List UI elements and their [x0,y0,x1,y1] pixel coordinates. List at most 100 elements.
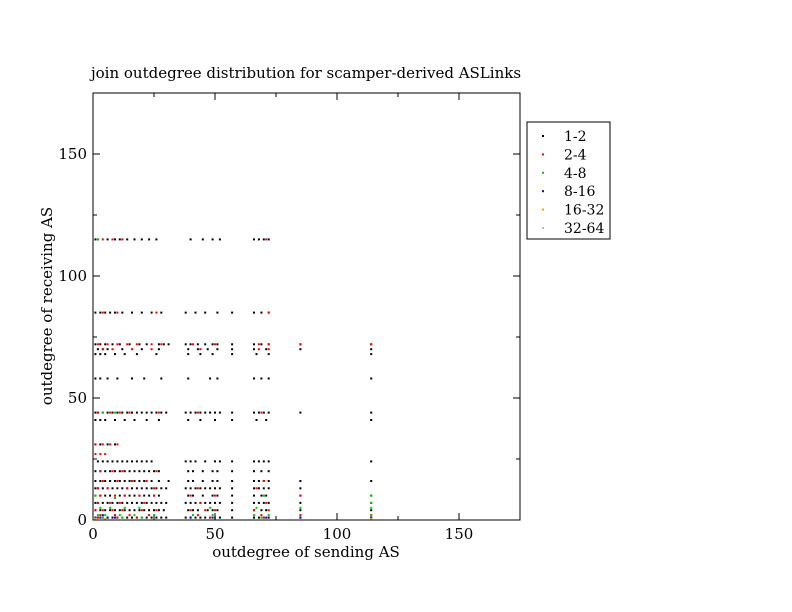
data-point [167,343,170,346]
data-point [150,480,153,482]
data-point [155,353,158,356]
data-point [118,514,121,517]
data-point [187,470,190,473]
data-point [370,494,373,497]
data-point [255,353,258,356]
data-point [211,514,214,517]
data-point [106,343,109,346]
data-point [94,377,97,380]
data-point [160,343,163,346]
data-point [160,487,163,490]
legend-entry: 4-8 [542,166,587,182]
data-point [370,343,373,346]
data-point [126,501,129,504]
data-point [135,516,138,519]
data-point [267,411,270,414]
data-point [262,494,265,497]
data-point [145,411,148,414]
data-point [370,509,373,512]
data-point [253,480,255,482]
data-point [253,509,255,512]
data-point [150,411,153,414]
data-point [194,411,197,414]
data-point [231,494,234,497]
data-point [299,501,302,504]
data-point [267,460,270,463]
legend-entry: 1-2 [542,129,587,145]
data-point [192,514,194,517]
data-point [199,348,202,351]
data-point [370,419,373,421]
data-point [262,501,265,504]
data-point [231,419,234,421]
data-point [111,460,114,463]
data-point [231,343,234,346]
data-point [209,506,212,509]
data-point [138,494,141,497]
data-point [133,470,136,473]
data-point [218,460,221,463]
data-point [96,343,99,346]
data-point [111,487,114,490]
data-point [218,487,221,490]
data-point [101,516,104,519]
y-axis-label: outdegree of receiving AS [38,207,56,405]
data-point [231,411,234,414]
data-point [148,494,151,497]
data-point [94,311,97,314]
data-point [94,470,97,473]
data-point [135,353,138,356]
axis-ticks: 0 50 100 150 0 50 100 150 [58,93,520,543]
data-point [257,501,260,504]
data-point [121,411,124,414]
data-point [109,509,112,512]
data-point [94,238,97,241]
data-point [209,411,212,414]
data-point [94,501,97,504]
data-point [101,238,104,241]
data-point [121,348,124,351]
data-point [162,509,165,512]
data-point [118,343,121,346]
data-point [118,480,121,482]
data-point [204,509,207,512]
data-point [140,516,143,519]
data-point [155,487,158,490]
data-point [157,343,160,346]
data-point [231,480,234,482]
data-point [299,494,302,497]
data-point [128,514,131,517]
data-point [145,516,148,519]
data-point [109,480,112,482]
data-point [143,494,146,497]
data-point [118,411,121,414]
data-point [116,377,119,380]
data-point [148,509,151,512]
data-point [218,501,221,504]
data-point [114,509,116,512]
data-point [253,377,255,380]
data-point [160,501,163,504]
data-point [121,311,124,314]
data-point [111,509,114,512]
data-point [155,501,158,504]
data-point [99,311,102,314]
data-point [257,516,260,519]
data-point [192,509,194,512]
data-point [370,506,373,509]
data-point [140,501,143,504]
data-point [204,501,207,504]
data-point [133,509,136,512]
data-point [370,460,373,463]
data-point [299,343,302,346]
data-point [143,480,146,482]
data-point [101,480,104,482]
legend-entry: 8-16 [542,184,596,200]
data-point [114,353,116,356]
data-point [214,460,216,463]
data-point [253,514,255,517]
data-point [99,506,102,509]
data-point [94,343,97,346]
data-point [187,353,190,356]
legend-marker [542,135,544,137]
